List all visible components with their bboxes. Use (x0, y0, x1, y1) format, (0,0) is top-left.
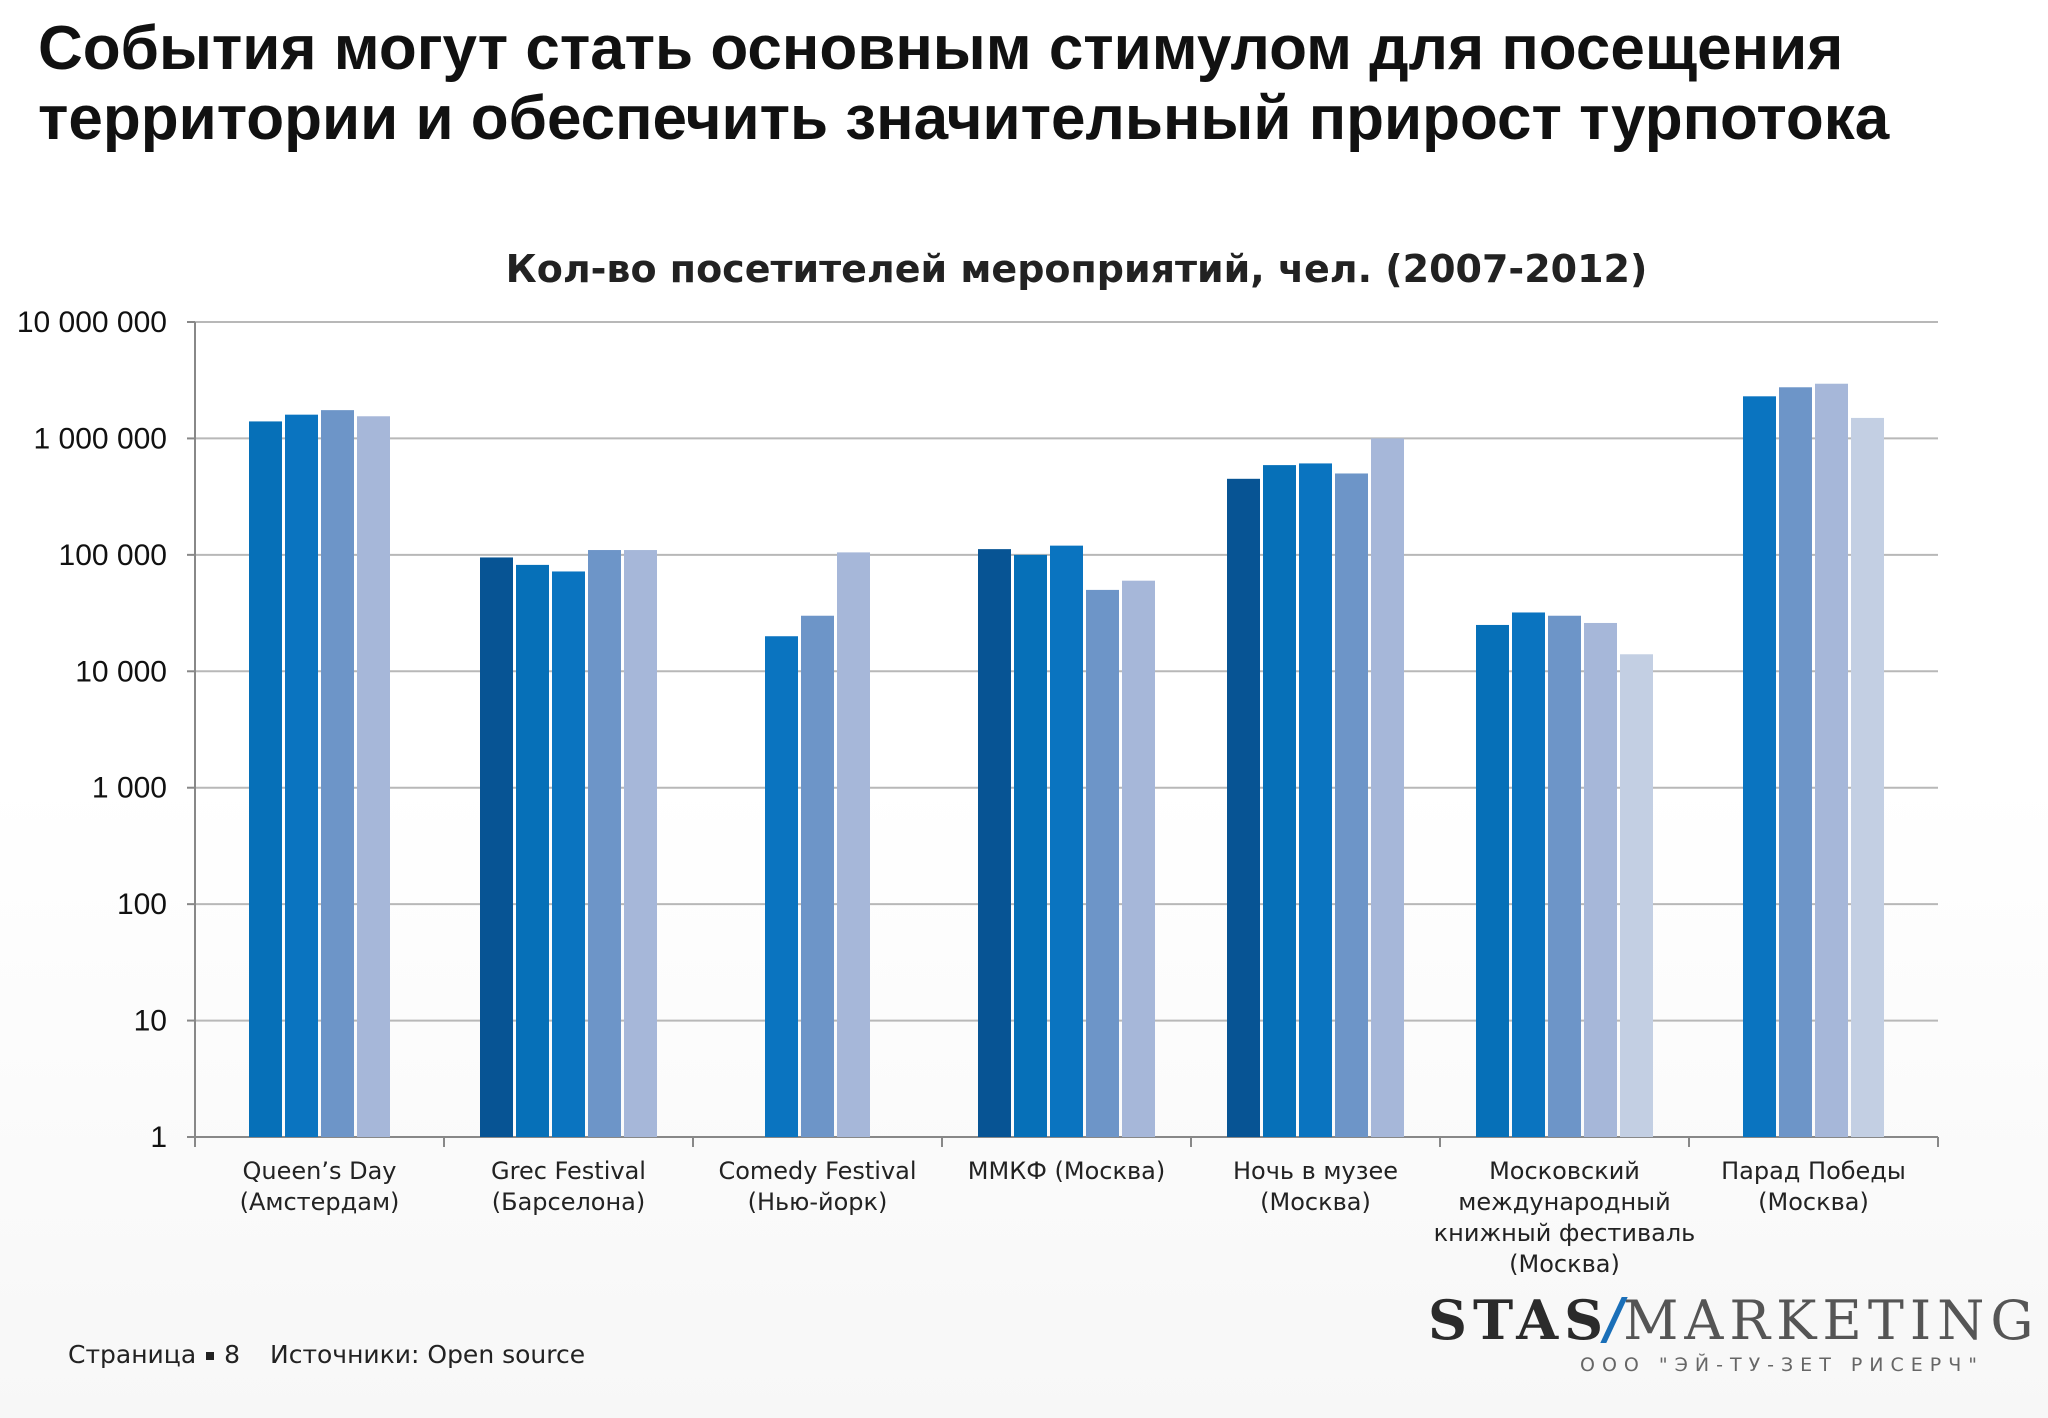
category-label: Comedy Festival (718, 1157, 916, 1185)
logo-text-right: MARKETING (1623, 1289, 2040, 1352)
bar (1122, 580, 1155, 1137)
category-label: Grec Festival (491, 1157, 646, 1185)
bar (249, 421, 282, 1137)
slide-title: События могут стать основным стимулом дл… (38, 14, 2018, 154)
page-indicator: Страница 8 (68, 1340, 240, 1369)
page-number: 8 (224, 1340, 241, 1369)
y-tick-label: 10 000 (75, 655, 167, 688)
visitors-bar-chart: Кол-во посетителей мероприятий, чел. (20… (17, 247, 1939, 1278)
bar (1815, 383, 1848, 1137)
y-tick-label: 1 (150, 1121, 167, 1154)
category-label: книжный фестиваль (1434, 1219, 1696, 1247)
bar (1851, 417, 1884, 1137)
bar (1263, 465, 1296, 1138)
slide-title-line-1: События могут стать основным стимулом дл… (38, 14, 1844, 83)
logo-text-left: STAS (1428, 1288, 1610, 1352)
bar (357, 416, 390, 1137)
y-tick-label: 100 (117, 888, 167, 921)
category-label: ММКФ (Москва) (968, 1157, 1165, 1185)
bar (1299, 463, 1332, 1137)
bar (1014, 554, 1047, 1137)
page-label: Страница (68, 1340, 197, 1369)
category-label: Парад Победы (1721, 1157, 1906, 1185)
bar (321, 410, 354, 1138)
bar (588, 550, 621, 1137)
category-label: (Нью-йорк) (748, 1188, 888, 1216)
bar (1512, 612, 1545, 1137)
category-label: международный (1458, 1188, 1670, 1216)
category-label: (Амстердам) (240, 1188, 400, 1216)
bar (516, 564, 549, 1137)
category-label: Ночь в музее (1233, 1157, 1398, 1185)
category-label: (Москва) (1758, 1188, 1869, 1216)
bar (1335, 473, 1368, 1137)
stas-marketing-logo: STAS MARKETING ООО "ЭЙ-ТУ-ЗЕТ РИСЕРЧ" (1428, 1288, 2034, 1378)
bar (978, 549, 1011, 1137)
bar (285, 414, 318, 1137)
bar (1584, 622, 1617, 1137)
bar (1476, 624, 1509, 1137)
bar (837, 552, 870, 1137)
category-label: Queen’s Day (243, 1157, 397, 1185)
category-label: (Москва) (1260, 1188, 1371, 1216)
logo-subtitle: ООО "ЭЙ-ТУ-ЗЕТ РИСЕРЧ" (1579, 1354, 1984, 1376)
category-label: Московский (1489, 1157, 1640, 1185)
y-tick-label: 10 (134, 1005, 167, 1038)
category-label: (Москва) (1509, 1250, 1620, 1278)
slide-title-line-2: территории и обеспечить значительный при… (38, 84, 1890, 153)
y-tick-label: 10 000 000 (17, 306, 167, 339)
y-tick-label: 1 000 000 (34, 422, 167, 455)
bar (765, 636, 798, 1137)
category-label: (Барселона) (492, 1188, 646, 1216)
y-tick-label: 1 000 (92, 772, 167, 805)
chart-title: Кол-во посетителей мероприятий, чел. (20… (506, 247, 1648, 291)
bullet-separator-icon (206, 1352, 215, 1360)
bar (1779, 387, 1812, 1137)
bar (552, 571, 585, 1137)
bar (624, 550, 657, 1137)
bar (1227, 478, 1260, 1137)
bar (1548, 615, 1581, 1137)
bar (1086, 589, 1119, 1137)
y-tick-label: 100 000 (59, 539, 167, 572)
bar (1371, 438, 1404, 1137)
bar (1743, 396, 1776, 1137)
bar (1620, 654, 1653, 1137)
bar (801, 615, 834, 1137)
bar (1050, 545, 1083, 1137)
bar (480, 557, 513, 1137)
sources-note: Источники: Open source (270, 1340, 586, 1369)
